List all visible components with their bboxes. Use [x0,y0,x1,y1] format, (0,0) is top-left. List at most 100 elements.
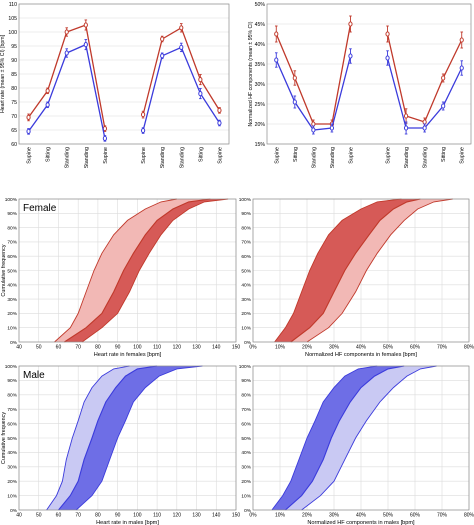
y-tick-label: 95 [11,44,17,50]
x-tick-label: 60 [56,513,62,519]
y-tick-label: 105 [8,16,17,22]
data-point [274,31,279,37]
y-tick-label: 100% [239,364,252,370]
y-axis-label: Heart rate (mean ± 95% CI) [bpm] [0,34,6,113]
x-category-label: Standing [84,147,90,168]
y-tick-label: 10% [7,326,17,332]
x-category-label: Standing [160,147,166,168]
x-tick-label: 120 [173,345,182,351]
y-tick-label: 80% [241,393,251,399]
band-dark [274,199,421,342]
data-point [160,36,165,42]
cdf-curve [271,365,378,511]
y-tick-label: 20% [241,311,251,317]
x-tick-label: 70 [75,513,81,519]
y-tick-label: 80% [241,225,251,231]
plot-frame [18,3,230,145]
x-category-label: Supine [141,147,147,164]
data-point [311,127,316,133]
panel-label: Female [23,203,57,214]
y-tick-label: 75 [11,100,17,106]
x-tick-label: 80% [464,513,474,519]
y-tick-label: 70% [7,407,17,413]
data-point [83,22,88,28]
cdf-curve [306,198,453,343]
cdf-curve [46,365,130,511]
y-tick-label: 30% [7,297,17,303]
x-tick-label: 150 [232,513,241,519]
data-point [64,50,69,56]
y-tick-label: 60% [7,254,17,260]
y-tick-label: 60 [11,142,17,148]
data-point [459,65,464,71]
x-tick-label: 120 [173,513,182,519]
x-tick-label: 130 [192,345,201,351]
x-tick-label: 90 [115,513,121,519]
y-tick-label: 110 [9,2,17,8]
x-tick-label: 40 [16,513,22,519]
y-tick-label: 100% [5,197,18,203]
x-tick-label: 0% [249,345,257,351]
data-point [179,44,184,51]
y-tick-label: 40% [255,42,266,48]
y-tick-label: 0% [244,508,252,514]
y-tick-label: 25% [255,102,266,108]
x-axis-label: Heart rate in females [bpm] [94,352,162,358]
cdf-curve [285,365,405,511]
panel-male-hf-cdf: 0% 10% 20% 30% 40% 50% 60% 70% 80% 90% 100% 0% 10% 20… [239,364,474,525]
y-tick-label: 10% [241,493,251,499]
y-tick-label: 40% [7,283,17,289]
data-point [160,53,165,59]
y-tick-label: 45% [255,22,266,28]
y-tick-label: 70% [241,240,251,246]
panel-heart-rate-position: 60 65 70 75 80 85 90 95 100 105 110 Heart rate (mea… [0,2,230,168]
y-tick-label: 30% [241,297,251,303]
y-tick-label: 0% [244,340,252,346]
x-tick-label: 20% [302,345,313,351]
y-tick-label: 80% [7,393,17,399]
x-tick-label: 140 [212,513,221,519]
cdf-curve [58,365,158,511]
y-tick-label: 90% [241,211,251,217]
x-tick-label: 110 [153,513,161,519]
x-tick-label: 140 [212,345,221,351]
plot-frame [252,198,470,343]
cdf-curve [274,198,402,343]
panel-label: Male [23,370,45,381]
data-point [422,119,427,125]
data-point [441,75,446,81]
cdf-curve [290,198,421,343]
band-light [46,366,158,510]
data-point [441,103,446,109]
data-point [140,127,146,134]
y-tick-label: 50% [241,436,251,442]
data-point [403,125,409,131]
x-tick-label: 60% [410,345,421,351]
x-tick-label: 100 [133,345,142,351]
y-tick-label: 100 [8,30,17,36]
x-category-label: Supine [274,147,280,164]
y-tick-label: 85 [11,72,17,78]
x-category-label: Standing [423,147,429,168]
data-point [140,112,146,118]
y-tick-label: 30% [241,465,251,471]
y-axis-label: Normalized HF components (mean ± 95% CI) [248,21,254,126]
cdf-curve [54,198,177,343]
x-tick-label: 70 [75,345,81,351]
x-axis-label: Normalized HF components in females [bpm… [305,352,417,358]
plot-frame [18,365,237,511]
y-tick-label: 40% [7,450,17,456]
y-axis-label: Cumulative frequency [1,244,7,296]
x-tick-label: 50% [383,513,394,519]
y-tick-label: 100% [5,364,18,370]
x-tick-label: 100 [133,513,142,519]
plot-frame [18,198,237,343]
y-tick-label: 30% [7,465,17,471]
y-tick-label: 50% [241,268,251,274]
y-tick-label: 60% [241,421,251,427]
cdf-curve [64,198,211,343]
x-category-label: Standing [404,147,410,168]
y-tick-label: 20% [241,479,251,485]
band-dark [58,366,203,510]
y-tick-label: 90% [7,378,17,384]
